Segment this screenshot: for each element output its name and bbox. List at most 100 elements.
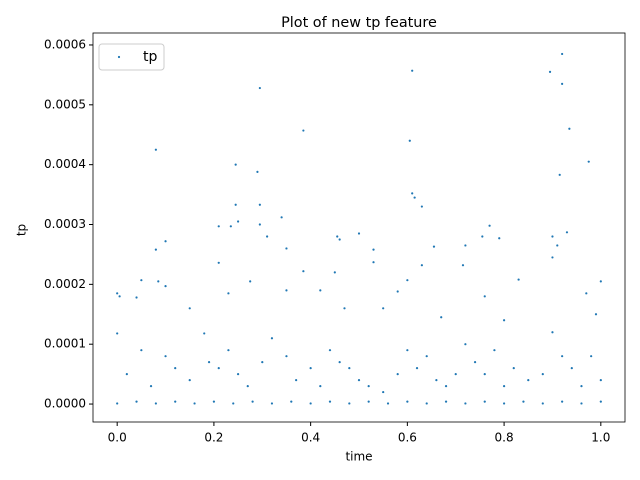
point: [234, 163, 237, 166]
x-tick-label: 0.0: [108, 431, 127, 445]
point: [502, 384, 506, 388]
point: [444, 400, 448, 403]
point: [212, 400, 216, 403]
point: [357, 232, 361, 235]
point: [420, 264, 423, 267]
point: [270, 402, 274, 405]
point: [336, 235, 339, 238]
legend-marker: [117, 55, 121, 59]
point: [343, 307, 346, 310]
point: [116, 332, 119, 335]
point: [420, 205, 423, 208]
chart-title: Plot of new tp feature: [281, 15, 437, 31]
point: [493, 349, 496, 352]
point: [558, 173, 561, 176]
point: [309, 367, 312, 370]
point: [454, 373, 457, 376]
point: [483, 295, 486, 298]
point: [483, 373, 486, 376]
point: [157, 280, 160, 283]
point: [461, 264, 465, 267]
point: [249, 280, 252, 283]
point: [319, 289, 322, 292]
point: [285, 289, 288, 292]
point: [348, 367, 351, 370]
point: [328, 400, 332, 403]
point: [556, 244, 559, 247]
point: [174, 400, 177, 403]
point: [512, 367, 515, 370]
y-tick-label: 0.0002: [44, 277, 86, 291]
point: [154, 248, 157, 251]
point: [290, 400, 293, 403]
point: [333, 271, 336, 274]
point: [408, 139, 411, 142]
point: [367, 400, 370, 403]
point: [568, 127, 571, 130]
point: [154, 402, 157, 405]
point: [149, 384, 153, 388]
point: [372, 248, 375, 251]
point: [541, 373, 544, 376]
point: [444, 384, 448, 388]
point: [406, 400, 409, 403]
point: [285, 355, 288, 358]
point: [266, 235, 269, 238]
point: [348, 402, 351, 405]
point: [599, 280, 602, 283]
point: [338, 238, 341, 241]
point: [256, 170, 259, 173]
point: [396, 290, 399, 293]
point: [258, 223, 261, 226]
point: [125, 373, 128, 376]
point: [217, 367, 220, 370]
point: [116, 292, 119, 295]
x-tick-label: 1.0: [591, 431, 610, 445]
point: [302, 270, 305, 273]
point: [425, 402, 428, 405]
point: [406, 279, 409, 282]
point: [116, 402, 119, 405]
point: [580, 384, 583, 388]
point: [406, 349, 409, 352]
point: [425, 355, 428, 358]
point: [522, 400, 525, 403]
point: [227, 292, 230, 295]
point: [548, 70, 552, 73]
point: [551, 235, 554, 238]
point: [473, 361, 477, 364]
point: [328, 349, 332, 352]
y-tick-label: 0.0000: [44, 397, 86, 411]
point: [135, 400, 138, 403]
point: [432, 245, 436, 248]
point: [527, 379, 530, 382]
x-tick-label: 0.8: [495, 431, 514, 445]
point: [193, 402, 196, 405]
point: [481, 235, 484, 238]
point: [440, 316, 443, 319]
point: [338, 361, 341, 364]
point: [367, 384, 370, 388]
y-tick-label: 0.0005: [44, 97, 86, 111]
point: [236, 220, 240, 223]
point: [227, 349, 230, 352]
point: [551, 256, 554, 259]
point: [561, 355, 564, 358]
point: [372, 261, 375, 264]
point: [541, 402, 544, 405]
point: [464, 402, 467, 405]
point: [435, 379, 438, 382]
point: [565, 231, 569, 234]
y-tick-label: 0.0001: [44, 337, 86, 351]
point: [295, 379, 298, 382]
plot-frame: [92, 32, 626, 423]
point: [580, 402, 583, 405]
point: [585, 292, 588, 295]
point: [483, 400, 486, 403]
point: [599, 379, 602, 382]
y-tick-label: 0.0006: [44, 37, 86, 51]
point: [502, 319, 506, 322]
point: [203, 332, 206, 335]
point: [232, 402, 235, 405]
